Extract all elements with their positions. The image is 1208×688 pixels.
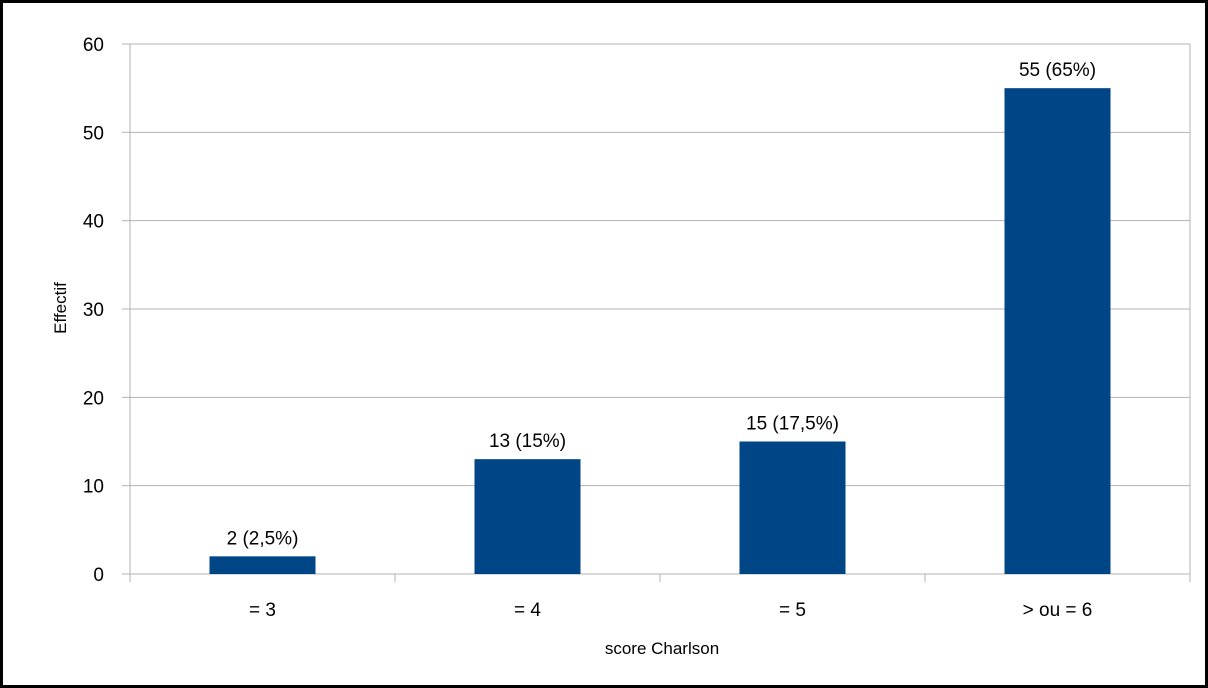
data-label: 15 (17,5%) bbox=[746, 414, 839, 435]
bar bbox=[474, 459, 581, 574]
bar bbox=[209, 556, 316, 574]
x-tick-label: = 4 bbox=[514, 600, 541, 621]
data-label: 2 (2,5%) bbox=[227, 528, 299, 549]
y-tick-label: 40 bbox=[83, 212, 104, 233]
data-label: 13 (15%) bbox=[489, 431, 566, 452]
x-axis-title: score Charlson bbox=[605, 639, 719, 658]
y-tick-label: 0 bbox=[93, 565, 104, 586]
x-tick-labels: = 3 = 4 = 5 > ou = 6 bbox=[249, 600, 1092, 621]
y-tick-label: 60 bbox=[83, 35, 104, 56]
data-labels: 2 (2,5%) 13 (15%) 15 (17,5%) 55 (65%) bbox=[227, 60, 1096, 549]
y-tick-label: 10 bbox=[83, 477, 104, 498]
x-tick-label: > ou = 6 bbox=[1023, 600, 1093, 621]
x-tick-label: = 5 bbox=[779, 600, 806, 621]
y-tick-label: 30 bbox=[83, 300, 104, 321]
data-label: 55 (65%) bbox=[1019, 60, 1096, 81]
y-tick-label: 50 bbox=[83, 123, 104, 144]
y-axis-title: Effectif bbox=[51, 282, 70, 334]
bar bbox=[739, 441, 846, 574]
y-tick-label: 20 bbox=[83, 388, 104, 409]
x-tick-label: = 3 bbox=[249, 600, 276, 621]
y-tick-labels: 0 10 20 30 40 50 60 bbox=[83, 35, 104, 586]
bar bbox=[1004, 88, 1111, 575]
bars bbox=[209, 88, 1111, 575]
